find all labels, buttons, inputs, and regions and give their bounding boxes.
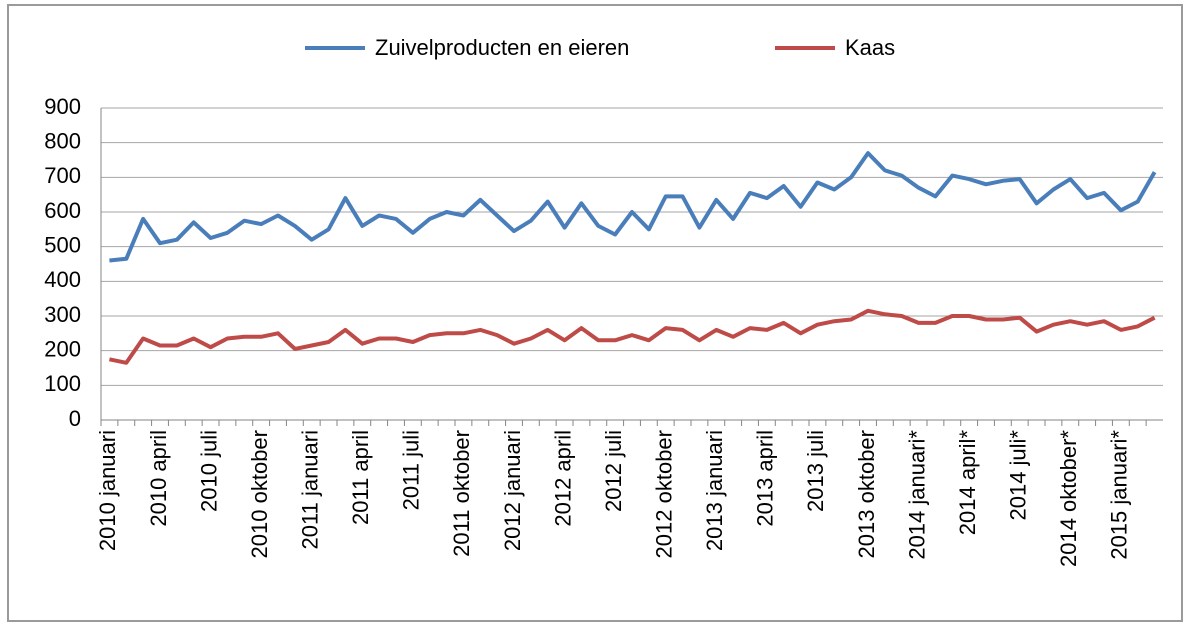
series-line [108, 308, 1156, 365]
x-tick-label: 2011 juli [399, 430, 424, 510]
x-tick-label: 2013 januari [702, 430, 727, 551]
y-tick-label: 200 [44, 336, 81, 361]
x-tick-label: 2011 april [348, 430, 373, 525]
x-tick-label: 2014 april* [955, 430, 980, 536]
y-tick-label: 300 [44, 302, 81, 327]
chart-border [7, 4, 1183, 622]
x-tick-label: 2012 april [550, 430, 575, 527]
x-tick-label: 2014 juli* [1006, 430, 1031, 521]
x-tick-label: 2013 april [753, 430, 778, 527]
x-tick-label: 2010 oktober [247, 430, 272, 558]
x-tick-label: 2011 oktober [449, 430, 474, 557]
y-tick-label: 900 [44, 94, 81, 119]
x-tick-label: 2010 juli [196, 430, 221, 512]
y-tick-label: 100 [44, 371, 81, 396]
x-tick-label: 2015 januari* [1107, 430, 1132, 560]
x-tick-label: 2011 januari [298, 430, 323, 549]
y-tick-label: 400 [44, 267, 81, 292]
x-tick-label: 2013 juli [803, 430, 828, 512]
x-tick-label: 2013 oktober [854, 430, 879, 558]
x-tick-label: 2012 oktober [652, 430, 677, 558]
x-tick-label: 2010 januari [95, 430, 120, 551]
legend-label: Kaas [845, 35, 895, 60]
y-tick-label: 800 [44, 128, 81, 153]
y-tick-label: 700 [44, 163, 81, 188]
x-tick-label: 2014 oktober* [1056, 430, 1081, 567]
y-tick-label: 0 [69, 406, 81, 431]
legend-label: Zuivelproducten en eieren [375, 35, 629, 60]
y-tick-label: 600 [44, 198, 81, 223]
y-tick-label: 500 [44, 232, 81, 257]
x-tick-label: 2014 januari* [904, 430, 929, 560]
x-tick-label: 2012 juli [601, 430, 626, 512]
x-tick-label: 2010 april [146, 430, 171, 527]
series-line [109, 151, 1157, 263]
x-tick-label: 2012 januari [500, 430, 525, 551]
